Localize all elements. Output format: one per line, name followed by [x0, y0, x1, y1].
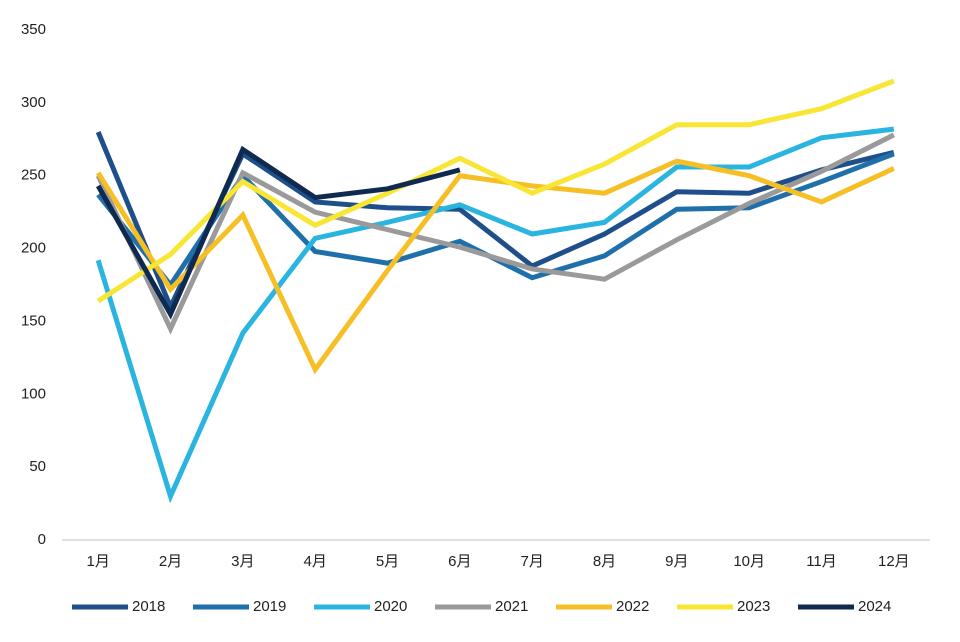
y-tick-label: 50	[29, 458, 46, 475]
legend-label: 2022	[616, 598, 649, 615]
legend-label: 2020	[374, 598, 407, 615]
series-line	[96, 78, 895, 304]
x-tick-label: 4月	[303, 553, 326, 570]
x-tick-label: 7月	[520, 553, 543, 570]
y-tick-label: 0	[38, 531, 46, 548]
x-tick-label: 5月	[376, 553, 399, 570]
series-line	[96, 158, 895, 375]
legend-label: 2024	[858, 598, 891, 615]
y-tick-label: 300	[21, 94, 46, 111]
y-tick-label: 350	[21, 21, 46, 38]
legend-label: 2018	[132, 598, 165, 615]
x-tick-label: 1月	[86, 553, 109, 570]
legend-label: 2023	[737, 598, 770, 615]
y-tick-label: 150	[21, 312, 46, 329]
x-tick-label: 6月	[448, 553, 471, 570]
y-tick-label: 200	[21, 240, 46, 257]
x-tick-label: 11月	[806, 553, 837, 570]
series-line	[95, 145, 461, 320]
x-tick-label: 9月	[665, 553, 688, 570]
y-tick-label: 250	[21, 167, 46, 184]
legend-label: 2019	[253, 598, 286, 615]
x-tick-label: 2月	[159, 553, 182, 570]
x-tick-label: 3月	[231, 553, 254, 570]
x-tick-label: 8月	[593, 553, 616, 570]
legend-label: 2021	[495, 598, 528, 615]
x-tick-label: 10月	[733, 553, 765, 570]
x-tick-label: 12月	[878, 553, 910, 570]
y-tick-label: 100	[21, 385, 46, 402]
series-line	[95, 132, 895, 335]
series-line	[95, 126, 895, 504]
